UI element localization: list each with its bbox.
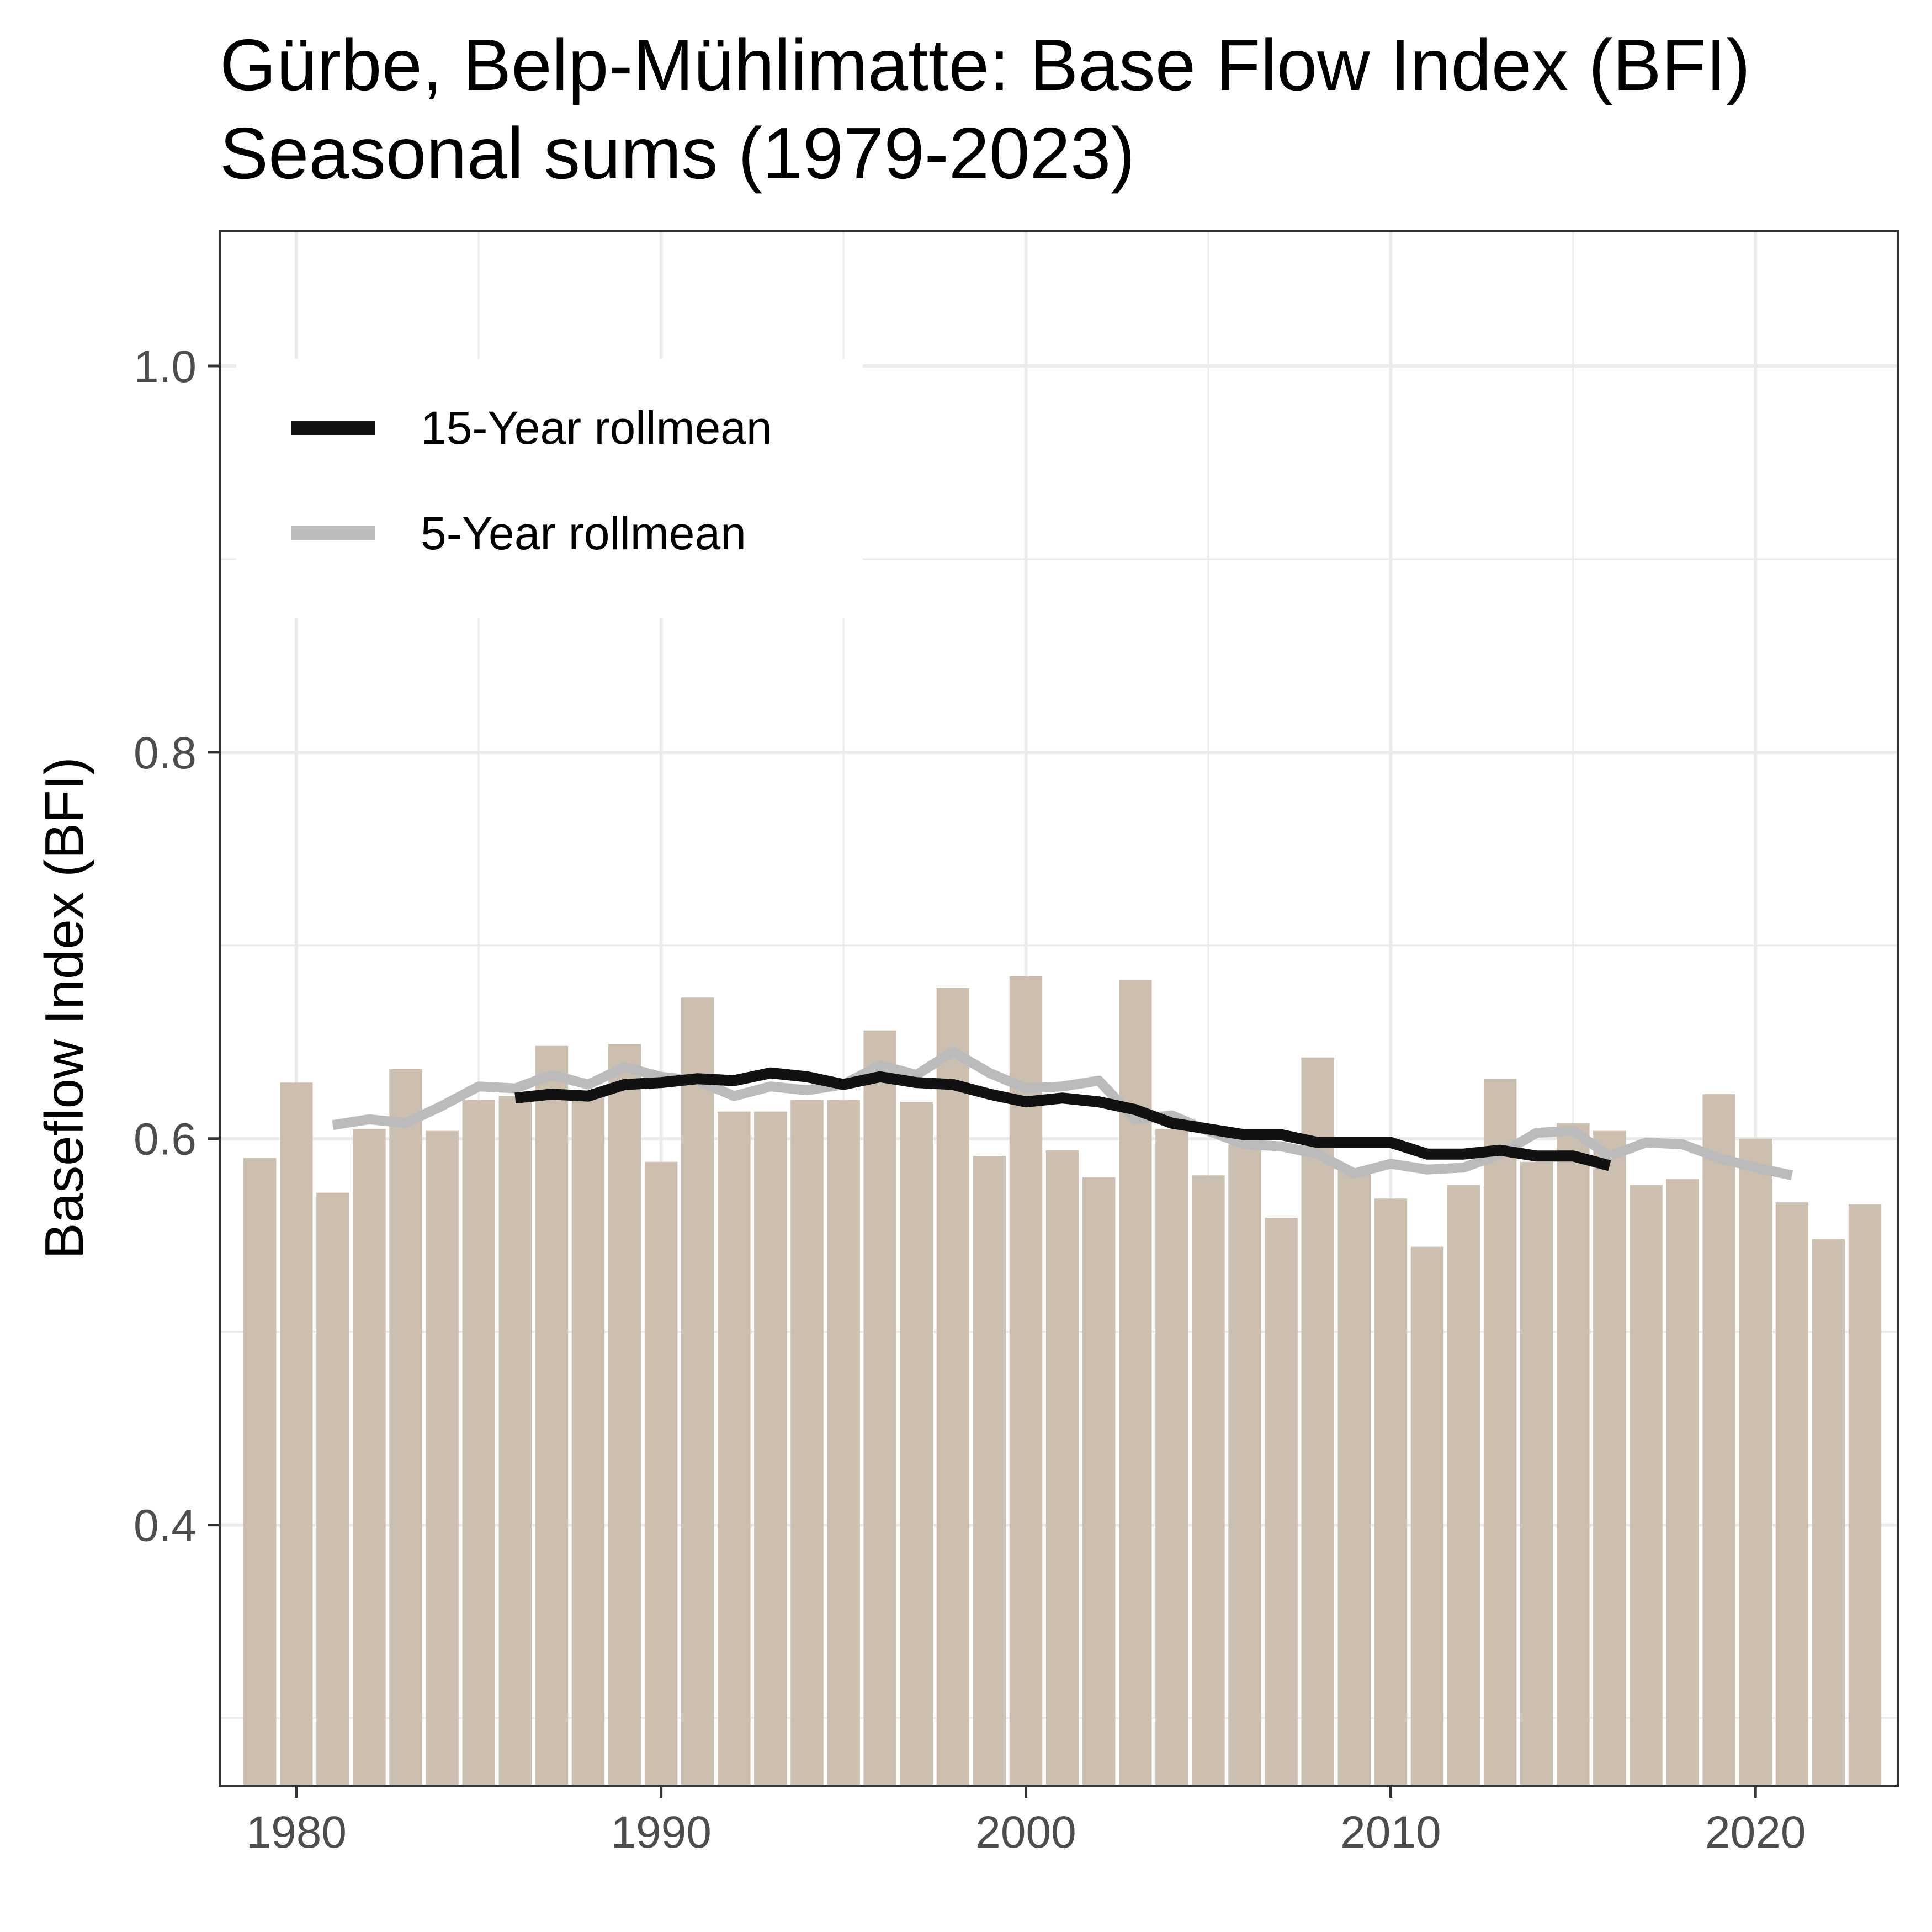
bar-1993 — [754, 1111, 787, 1786]
bar-2001 — [1045, 1150, 1079, 1786]
bar-1998 — [936, 988, 970, 1786]
bar-2005 — [1192, 1175, 1225, 1786]
x-tick-label: 1980 — [246, 1807, 347, 1857]
bar-2006 — [1228, 1144, 1261, 1786]
bar-2013 — [1483, 1079, 1517, 1786]
bar-1982 — [353, 1129, 386, 1786]
bar-2020 — [1739, 1138, 1772, 1786]
bar-2023 — [1848, 1204, 1882, 1786]
legend-label-5-year: 5-Year rollmean — [421, 507, 746, 559]
line-5-year-rollmean — [332, 1047, 1793, 1181]
x-tick-label: 1990 — [611, 1807, 711, 1857]
bar-1985 — [462, 1100, 495, 1786]
chart-title: Gürbe, Belp-Mühlimatte: Base Flow Index … — [220, 24, 1751, 105]
x-tick-label: 2000 — [975, 1807, 1076, 1857]
bar-1983 — [389, 1069, 422, 1786]
bar-2000 — [1009, 976, 1043, 1786]
bar-1992 — [718, 1111, 751, 1786]
x-tick-label: 2010 — [1340, 1807, 1441, 1857]
bar-1984 — [426, 1130, 459, 1786]
bar-1980 — [280, 1082, 313, 1786]
bar-1996 — [863, 1030, 896, 1786]
y-tick-label: 0.4 — [134, 1501, 197, 1551]
bar-1991 — [681, 997, 714, 1786]
bar-1986 — [498, 1096, 532, 1786]
bar-1994 — [790, 1100, 824, 1786]
bar-2004 — [1155, 1129, 1188, 1786]
bar-2021 — [1775, 1202, 1809, 1786]
x-tick-label: 2020 — [1705, 1807, 1806, 1857]
bar-2007 — [1265, 1218, 1298, 1786]
bar-1999 — [973, 1156, 1006, 1786]
bar-2014 — [1520, 1161, 1553, 1786]
bar-2018 — [1666, 1179, 1699, 1786]
bar-1997 — [900, 1102, 933, 1786]
legend-label-15-year: 15-Year rollmean — [421, 402, 772, 454]
bar-1995 — [827, 1100, 860, 1786]
x-axis: 1980 1990 2000 2010 2020 — [246, 1786, 1806, 1857]
bar-2009 — [1337, 1169, 1371, 1786]
y-tick-label: 0.8 — [134, 728, 197, 778]
bars — [243, 976, 1882, 1786]
bar-2008 — [1301, 1057, 1334, 1786]
bar-2011 — [1410, 1246, 1444, 1786]
bar-1981 — [316, 1192, 349, 1786]
bar-2010 — [1374, 1198, 1408, 1786]
panel-border — [219, 230, 1899, 1787]
legend: 15-Year rollmean 5-Year rollmean — [236, 359, 863, 618]
y-axis: 0.4 0.6 0.8 1.0 — [134, 342, 220, 1551]
bar-1987 — [535, 1045, 569, 1786]
bar-1990 — [644, 1161, 678, 1786]
line-15-year-rollmean — [514, 1067, 1611, 1171]
bar-1988 — [571, 1096, 605, 1786]
rollmean-lines — [332, 1047, 1793, 1181]
chart-subtitle: Seasonal sums (1979-2023) — [220, 113, 1135, 194]
y-axis-title: Baseflow Index (BFI) — [34, 757, 94, 1259]
bar-2012 — [1447, 1185, 1480, 1786]
y-tick-label: 1.0 — [134, 342, 197, 392]
bar-2002 — [1082, 1177, 1116, 1786]
legend-background — [236, 359, 863, 618]
bar-2016 — [1593, 1130, 1626, 1786]
bar-2015 — [1557, 1123, 1590, 1786]
bar-2022 — [1812, 1239, 1845, 1786]
bar-1989 — [608, 1044, 641, 1786]
bar-2017 — [1630, 1185, 1663, 1786]
y-tick-label: 0.6 — [134, 1114, 197, 1165]
bar-2019 — [1702, 1094, 1735, 1786]
bar-1979 — [243, 1158, 277, 1786]
